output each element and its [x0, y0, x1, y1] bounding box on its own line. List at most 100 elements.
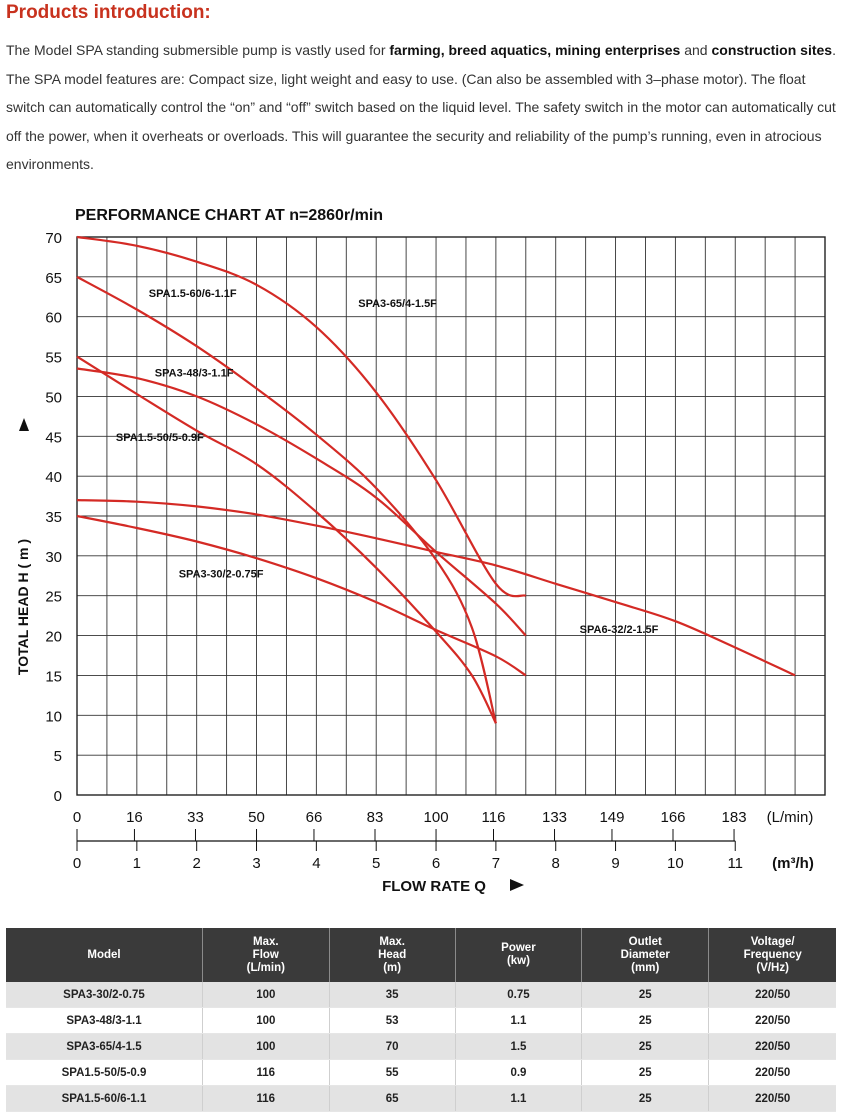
- y-tick-label: 20: [45, 629, 62, 646]
- x-tick-label-lmin: 149: [599, 809, 624, 826]
- x-tick-label-m3h: 4: [312, 855, 320, 872]
- table-cell: SPA1.5-50/5-0.9: [6, 1059, 203, 1086]
- table-cell: 116: [202, 1059, 330, 1086]
- table-cell: 0.9: [455, 1059, 583, 1086]
- table-cell: 25: [581, 1033, 710, 1060]
- x-tick-label-m3h: 2: [193, 855, 201, 872]
- intro-text: The Model SPA standing submersible pump …: [6, 42, 390, 58]
- series-label: SPA3-48/3-1.1F: [155, 368, 234, 380]
- table-cell: 25: [581, 1007, 710, 1034]
- spec-table-header: Model Max. Flow (L/min) Max. Head (m) Power (kw)…: [6, 928, 836, 982]
- table-header-line: Max.: [252, 935, 279, 948]
- x-tick-label-lmin: 166: [660, 809, 685, 826]
- y-tick-label: 25: [45, 589, 62, 606]
- chart-grid: [76, 236, 826, 796]
- series-label: SPA3-30/2-0.75F: [179, 568, 264, 580]
- table-header-line: Flow: [252, 948, 279, 961]
- table-header-line: Voltage/: [750, 935, 795, 948]
- spec-table: Model Max. Flow (L/min) Max. Head (m) Power (kw)…: [6, 928, 836, 1112]
- x-tick-label-m3h: 6: [432, 855, 440, 872]
- table-cell: 25: [581, 1085, 710, 1112]
- x-tick-label-m3h: 8: [552, 855, 560, 872]
- table-cell: 220/50: [708, 982, 836, 1008]
- y-tick-label: 45: [45, 429, 62, 446]
- series-label: SPA1.5-60/6-1.1F: [149, 288, 237, 300]
- table-cell: 25: [581, 1059, 710, 1086]
- table-cell: SPA1.5-60/6-1.1: [6, 1085, 203, 1112]
- x-tick-label-lmin: 16: [126, 809, 143, 826]
- series-label: SPA3-65/4-1.5F: [358, 298, 437, 310]
- table-cell: 55: [329, 1059, 456, 1086]
- table-header-line: (L/min): [246, 961, 285, 974]
- table-cell: 220/50: [708, 1007, 836, 1034]
- intro-text: . The SPA model features are: Compact si…: [6, 42, 836, 172]
- table-cell: 1.5: [455, 1033, 583, 1060]
- series-line: [76, 514, 527, 677]
- y-tick-label: 30: [45, 549, 62, 566]
- x-tick-label-lmin: 183: [722, 809, 747, 826]
- table-row: SPA3-48/3-1.1 100 53 1.1 25 220/50: [6, 1007, 836, 1034]
- table-cell: 220/50: [708, 1059, 836, 1086]
- table-header-line: (mm): [631, 961, 660, 974]
- table-cell: 100: [202, 1033, 330, 1060]
- y-tick-label: 50: [45, 389, 62, 406]
- y-tick-label: 40: [45, 469, 62, 486]
- series-label: SPA6-32/2-1.5F: [580, 624, 659, 636]
- series-label: SPA1.5-50/5-0.9F: [116, 432, 204, 444]
- table-cell: 100: [202, 1007, 330, 1034]
- table-cell: 220/50: [708, 1033, 836, 1060]
- x-tick-label-m3h: 5: [372, 855, 380, 872]
- y-tick-label: 5: [54, 748, 62, 765]
- y-axis-title: TOTAL HEAD H ( m ): [15, 539, 31, 675]
- table-row: SPA1.5-50/5-0.9 116 55 0.9 25 220/50: [6, 1059, 836, 1086]
- x-tick-label-m3h: 11: [727, 855, 743, 872]
- table-cell: SPA3-48/3-1.1: [6, 1007, 203, 1034]
- chart-series: [76, 235, 796, 724]
- x-axis-arrow-icon: [510, 879, 524, 891]
- series-line: [76, 499, 796, 677]
- chart-title: PERFORMANCE CHART AT n=2860r/min: [75, 207, 383, 224]
- x-tick-label-lmin: 100: [424, 809, 449, 826]
- x-tick-label-lmin: 83: [367, 809, 384, 826]
- table-header-line: (V/Hz): [756, 961, 789, 974]
- intro-text: and: [680, 42, 712, 58]
- table-cell: 53: [329, 1007, 456, 1034]
- table-cell: SPA3-65/4-1.5: [6, 1033, 203, 1060]
- table-header-line: (m): [383, 961, 402, 974]
- y-tick-label: 10: [45, 708, 62, 725]
- x-unit-m3h: (m³/h): [772, 855, 814, 872]
- intro-highlight: farming, breed aquatics, mining enterpri…: [389, 42, 681, 58]
- table-cell: 25: [581, 982, 710, 1008]
- table-cell: 65: [329, 1085, 456, 1112]
- x-tick-label-m3h: 3: [252, 855, 260, 872]
- table-row: SPA1.5-60/6-1.1 116 65 1.1 25 220/50: [6, 1085, 836, 1112]
- page-title: Products introduction:: [6, 2, 211, 23]
- table-header-line: (kw): [506, 955, 530, 967]
- table-header-cell: Voltage/Frequency (V/Hz): [708, 928, 836, 982]
- y-tick-label: 35: [45, 509, 62, 526]
- table-header-line: Max.: [379, 935, 405, 948]
- intro-paragraph: The Model SPA standing submersible pump …: [6, 36, 842, 179]
- x-unit-lmin: (L/min): [767, 809, 814, 826]
- x-tick-label-m3h: 7: [492, 855, 500, 872]
- x-tick-label-lmin: 0: [73, 809, 81, 826]
- table-header-cell: Outlet Diameter (mm): [581, 928, 710, 982]
- series-line: [76, 367, 527, 637]
- table-header-cell: Power (kw): [455, 928, 583, 982]
- x-tick-label-m3h: 10: [667, 855, 684, 872]
- spec-table-body: SPA3-30/2-0.75 100 35 0.75 25 220/50 SPA3-48/3…: [6, 982, 836, 1112]
- chart-series-labels: SPA3-65/4-1.5F SPA1.5-60/6-1.1F SPA3-48/3-…: [116, 288, 659, 636]
- table-header-line: Model: [87, 948, 121, 961]
- table-cell: 70: [329, 1033, 456, 1060]
- x-axis-title: FLOW RATE Q: [382, 878, 486, 895]
- x-tick-label-m3h: 1: [133, 855, 141, 872]
- table-header-cell: Max. Head (m): [329, 928, 456, 982]
- x-tick-label-lmin: 116: [482, 809, 506, 826]
- y-tick-label: 70: [45, 230, 62, 247]
- table-cell: 1.1: [455, 1085, 583, 1112]
- table-cell: 100: [202, 982, 330, 1008]
- y-tick-label: 55: [45, 350, 62, 367]
- x-tick-label-lmin: 33: [187, 809, 204, 826]
- table-header-line: Frequency: [743, 948, 802, 961]
- table-cell: 35: [329, 982, 456, 1008]
